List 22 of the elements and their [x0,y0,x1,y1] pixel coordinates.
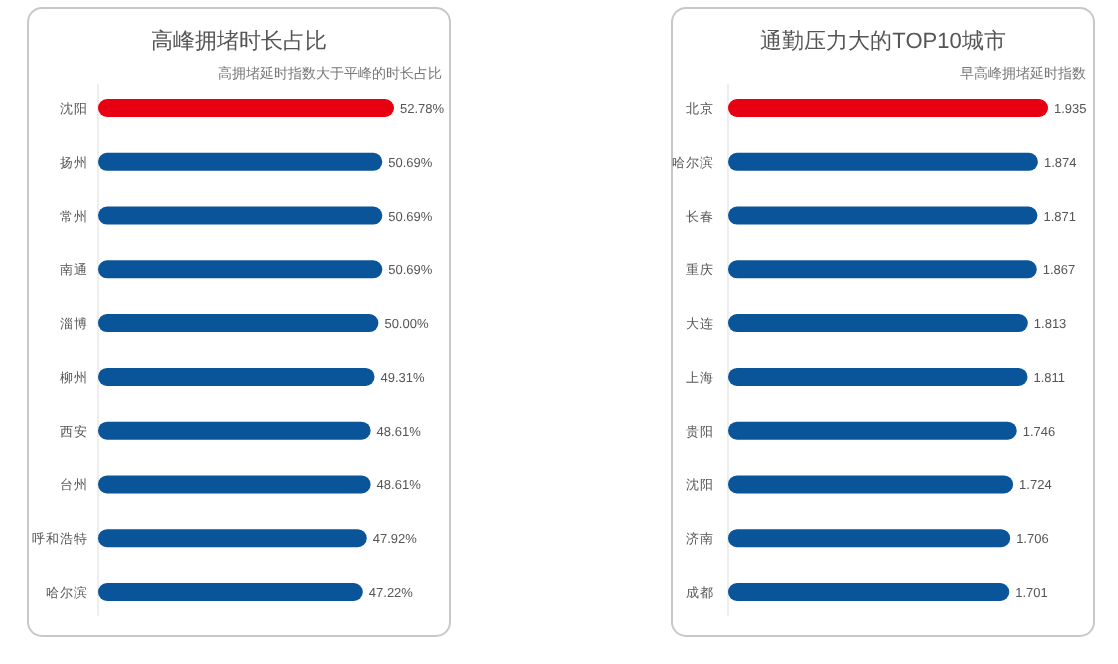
bar [98,583,363,601]
bar [98,421,371,440]
bar [728,206,1038,225]
bar [98,367,375,386]
bar [98,475,371,494]
bar [728,260,1037,279]
bar [728,314,1028,333]
bar [98,206,383,225]
bar [728,583,1010,601]
bar [98,314,379,333]
bar [98,260,383,279]
bar [98,529,367,548]
bar [98,152,383,171]
bar [728,529,1011,548]
bar [98,99,394,117]
bar [728,152,1038,171]
bar [728,475,1014,494]
bar [728,421,1017,440]
chart-title: 通勤压力大的TOP10城市 [760,28,1006,54]
chart-title: 高峰拥堵时长占比 [151,28,327,54]
bar [728,367,1028,386]
bar [728,99,1048,117]
